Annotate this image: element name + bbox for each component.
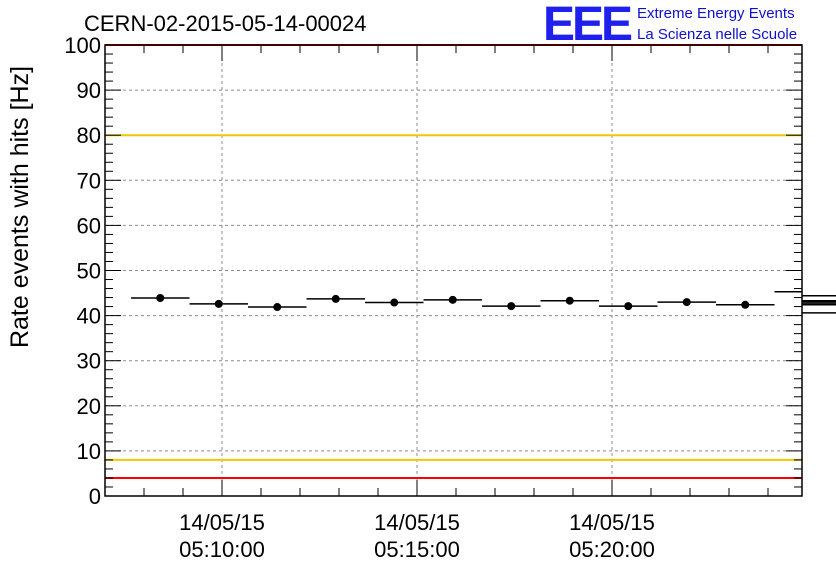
x-tick-labels: 14/05/1505:10:0014/05/1505:15:0014/05/15… bbox=[179, 510, 655, 562]
y-tick-label: 100 bbox=[64, 33, 101, 58]
data-point bbox=[624, 302, 633, 311]
plot-frame bbox=[104, 44, 803, 497]
y-tick-label: 70 bbox=[77, 168, 101, 193]
y-tick-label: 30 bbox=[77, 349, 101, 374]
data-point bbox=[156, 294, 165, 303]
y-tick-label: 40 bbox=[77, 304, 101, 329]
x-tick-date: 14/05/15 bbox=[179, 510, 265, 535]
y-tick-label: 50 bbox=[77, 259, 101, 284]
data-point bbox=[273, 303, 282, 312]
data-points bbox=[131, 290, 836, 314]
x-tick-date: 14/05/15 bbox=[374, 510, 460, 535]
eee-logo: EEE Extreme Energy Events La Scienza nel… bbox=[543, 0, 797, 51]
data-point bbox=[565, 296, 574, 305]
x-tick-time: 05:15:00 bbox=[374, 537, 460, 562]
y-tick-label: 20 bbox=[77, 394, 101, 419]
logo-line-2: La Scienza nelle Scuole bbox=[637, 26, 797, 43]
y-tick-label: 80 bbox=[77, 123, 101, 148]
y-tick-label: 10 bbox=[77, 439, 101, 464]
data-point bbox=[507, 302, 516, 311]
y-tick-label: 0 bbox=[89, 484, 101, 509]
data-point bbox=[331, 294, 340, 303]
x-tick-time: 05:20:00 bbox=[569, 537, 655, 562]
data-point bbox=[390, 298, 399, 307]
y-tick-label: 60 bbox=[77, 213, 101, 238]
x-tick-date: 14/05/15 bbox=[569, 510, 655, 535]
data-point bbox=[682, 298, 691, 307]
reference-lines bbox=[105, 44, 802, 479]
x-tick-time: 05:10:00 bbox=[179, 537, 265, 562]
grid bbox=[105, 45, 802, 496]
data-point bbox=[448, 295, 457, 304]
y-tick-label: 90 bbox=[77, 78, 101, 103]
y-axis-label: Rate events with hits [Hz] bbox=[6, 66, 34, 348]
data-point bbox=[741, 300, 750, 309]
logo-mark: EEE bbox=[543, 0, 632, 51]
logo-line-1: Extreme Energy Events bbox=[637, 5, 795, 22]
chart-title: CERN-02-2015-05-14-00024 bbox=[84, 11, 367, 36]
data-point bbox=[214, 299, 223, 308]
y-tick-labels: 0 10 20 30 40 50 60 70 80 90 100 bbox=[64, 33, 101, 509]
